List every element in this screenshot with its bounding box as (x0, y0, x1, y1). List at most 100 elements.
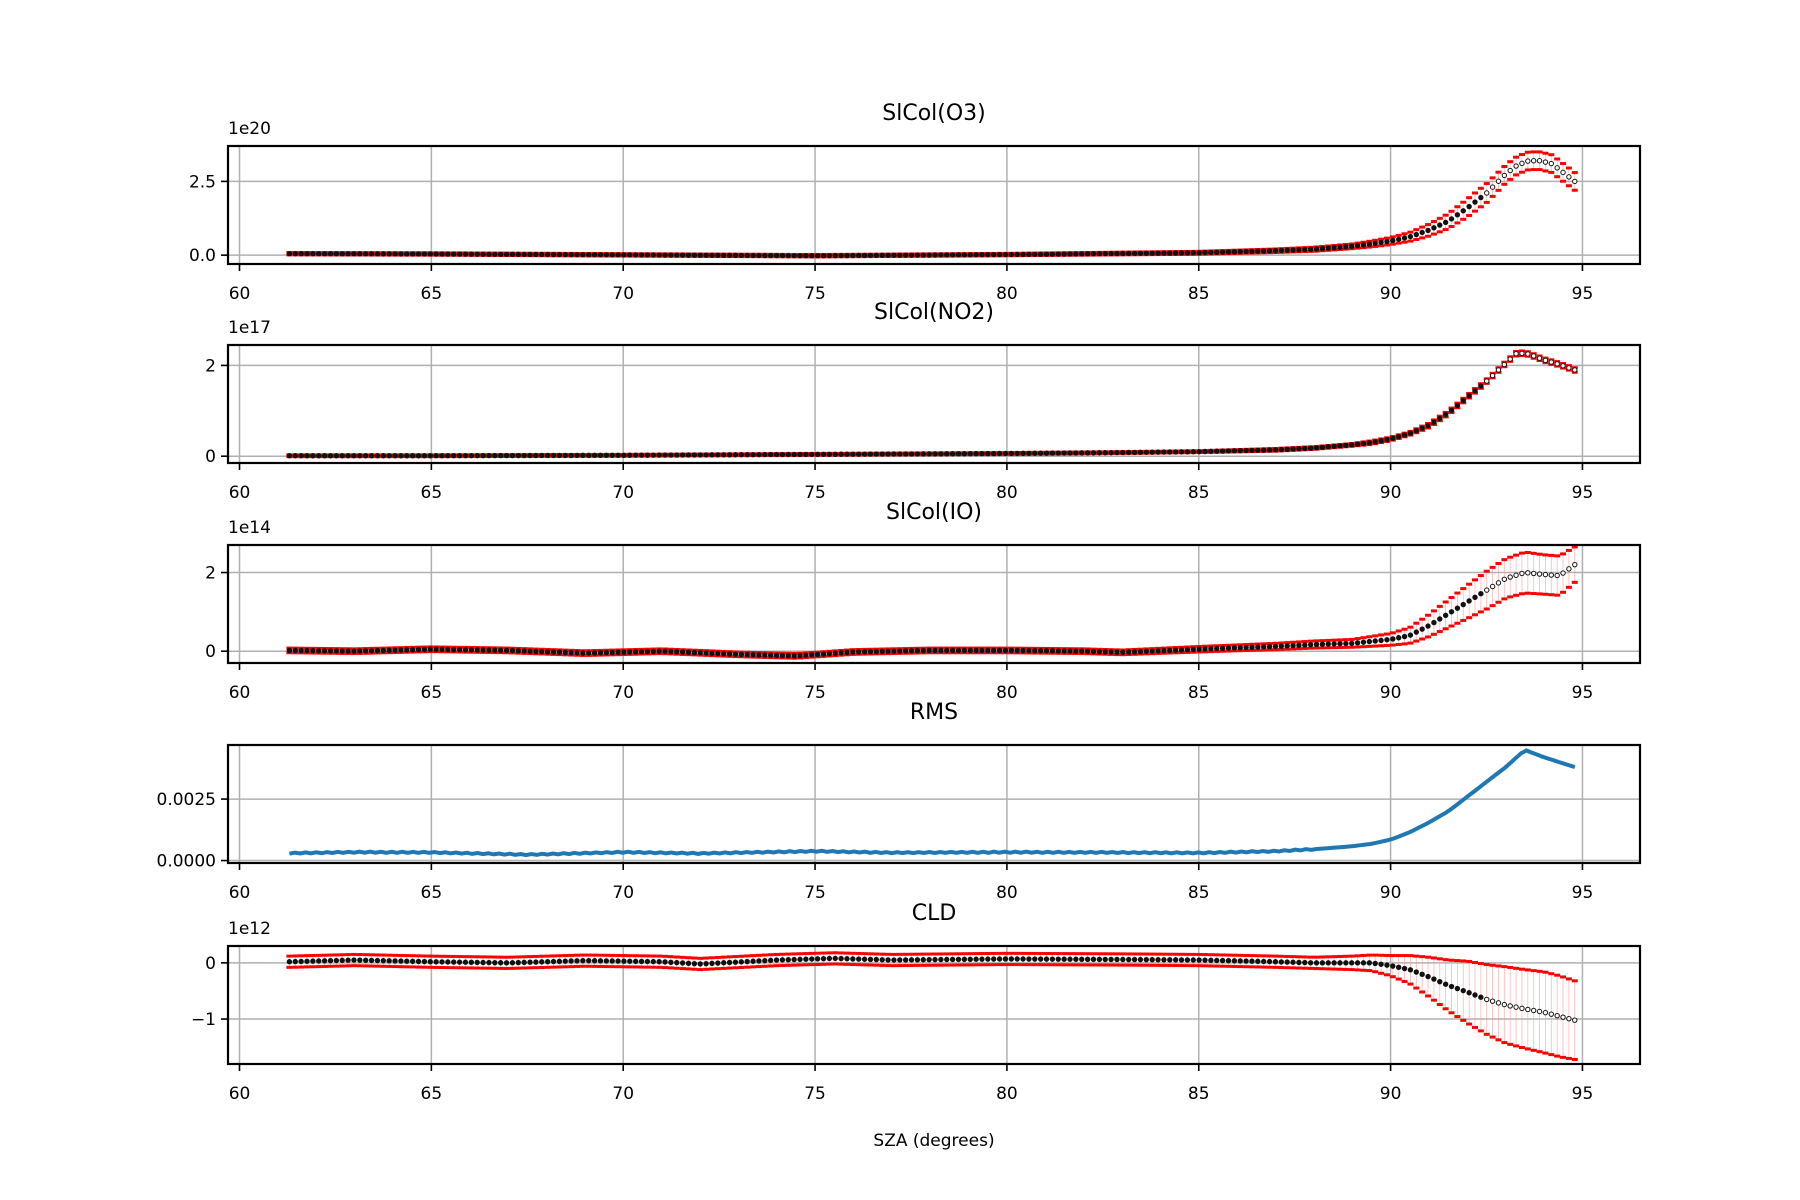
data-point (550, 452, 557, 459)
data-point (844, 649, 850, 656)
data-point (609, 958, 615, 964)
data-point (627, 452, 633, 458)
data-point (433, 646, 439, 653)
data-point (433, 453, 439, 459)
data-point (979, 647, 985, 654)
data-point (380, 957, 387, 964)
data-point (1302, 246, 1308, 253)
data-point (721, 252, 727, 259)
data-point (1084, 956, 1091, 963)
data-point (814, 451, 821, 458)
data-point (885, 648, 891, 654)
data-point (1131, 449, 1138, 456)
data-point (345, 251, 351, 257)
data-point (897, 451, 903, 457)
error-bars (286, 545, 1578, 660)
data-point (1395, 635, 1402, 641)
data-point (1090, 956, 1097, 963)
data-point (908, 957, 915, 963)
data-point (586, 251, 592, 258)
data-point (1307, 445, 1314, 451)
data-point (826, 252, 833, 259)
data-point (1126, 250, 1132, 257)
data-point (662, 959, 668, 965)
data-point (333, 453, 340, 459)
data-point (744, 252, 750, 259)
data-point (838, 650, 844, 656)
data-point (345, 648, 351, 654)
x-tick-label: 80 (996, 883, 1018, 903)
data-point (562, 958, 568, 964)
data-point (415, 646, 422, 653)
panel-3: 60 65 70 75 80 85 90 95 0 2 1e14 SlCol(IO) (205, 500, 1642, 703)
data-point (503, 251, 510, 258)
data-points (286, 350, 1578, 459)
data-point (1507, 1003, 1513, 1009)
data-point (1225, 249, 1232, 255)
data-point (421, 958, 428, 965)
data-point (597, 252, 604, 258)
data-point (902, 451, 909, 457)
data-point (691, 252, 698, 258)
data-point (1120, 449, 1126, 456)
data-point (832, 955, 838, 962)
data-point (1272, 643, 1279, 650)
x-axis-label: SZA (degrees) (873, 1131, 994, 1151)
data-point (392, 453, 398, 459)
data-point (310, 453, 316, 459)
data-point (638, 958, 645, 965)
x-tick-label: 60 (229, 483, 251, 503)
data-point (304, 251, 310, 257)
data-point (879, 957, 885, 963)
data-point (668, 648, 674, 655)
data-point (1108, 649, 1114, 655)
data-point (439, 959, 445, 965)
data-point (503, 647, 510, 654)
data-point (832, 252, 838, 259)
x-tick-label: 70 (612, 1084, 634, 1104)
data-point (838, 451, 844, 457)
data-point (908, 252, 915, 258)
data-point (1137, 648, 1144, 655)
data-point (850, 956, 856, 962)
data-point (1501, 361, 1508, 368)
data-point (380, 647, 387, 654)
data-point (1307, 246, 1314, 253)
data-point (333, 251, 340, 257)
data-point (1020, 956, 1026, 962)
data-point (914, 451, 921, 457)
data-point (1566, 174, 1572, 180)
data-point (1395, 433, 1402, 440)
data-point (1448, 407, 1455, 413)
data-point (891, 957, 897, 963)
data-point (386, 251, 392, 257)
data-point (650, 648, 656, 655)
data-point (1472, 992, 1478, 998)
data-point (1354, 242, 1361, 249)
data-point (1554, 1012, 1560, 1019)
data-point (1243, 447, 1249, 454)
data-point (938, 647, 944, 654)
data-point (1572, 367, 1578, 373)
data-point (726, 252, 733, 259)
data-point (1349, 243, 1355, 250)
data-point (480, 251, 486, 257)
x-tick-label: 85 (1188, 483, 1210, 503)
data-point (744, 651, 750, 658)
data-point (932, 956, 938, 963)
data-point (533, 452, 539, 459)
data-point (521, 251, 527, 258)
data-point (1431, 225, 1437, 231)
data-point (1172, 957, 1179, 963)
data-point (668, 452, 674, 458)
data-point (902, 252, 909, 258)
data-point (574, 452, 580, 459)
data-point (462, 251, 469, 257)
data-point (1401, 432, 1408, 438)
data-point (1296, 247, 1302, 253)
data-point (967, 450, 973, 457)
data-point (1231, 645, 1238, 651)
data-point (1495, 1000, 1502, 1006)
data-point (1061, 251, 1067, 257)
data-point (1120, 649, 1126, 656)
